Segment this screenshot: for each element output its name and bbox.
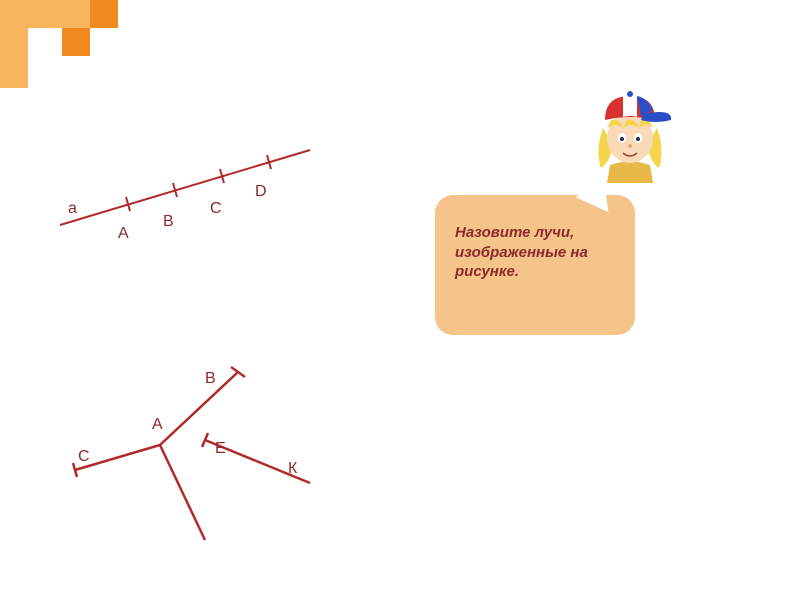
diagram-2	[0, 0, 800, 600]
label-d2-K: К	[288, 460, 297, 478]
cartoon-character	[585, 80, 675, 180]
label-d2-E: Е	[215, 440, 226, 458]
speech-text: Назовите лучи, изображенные на рисунке.	[455, 224, 588, 280]
label-d2-C: С	[78, 448, 90, 466]
speech-bubble: Назовите лучи, изображенные на рисунке.	[435, 195, 635, 335]
label-d2-B: В	[205, 370, 216, 388]
label-d2-A: А	[152, 416, 163, 434]
